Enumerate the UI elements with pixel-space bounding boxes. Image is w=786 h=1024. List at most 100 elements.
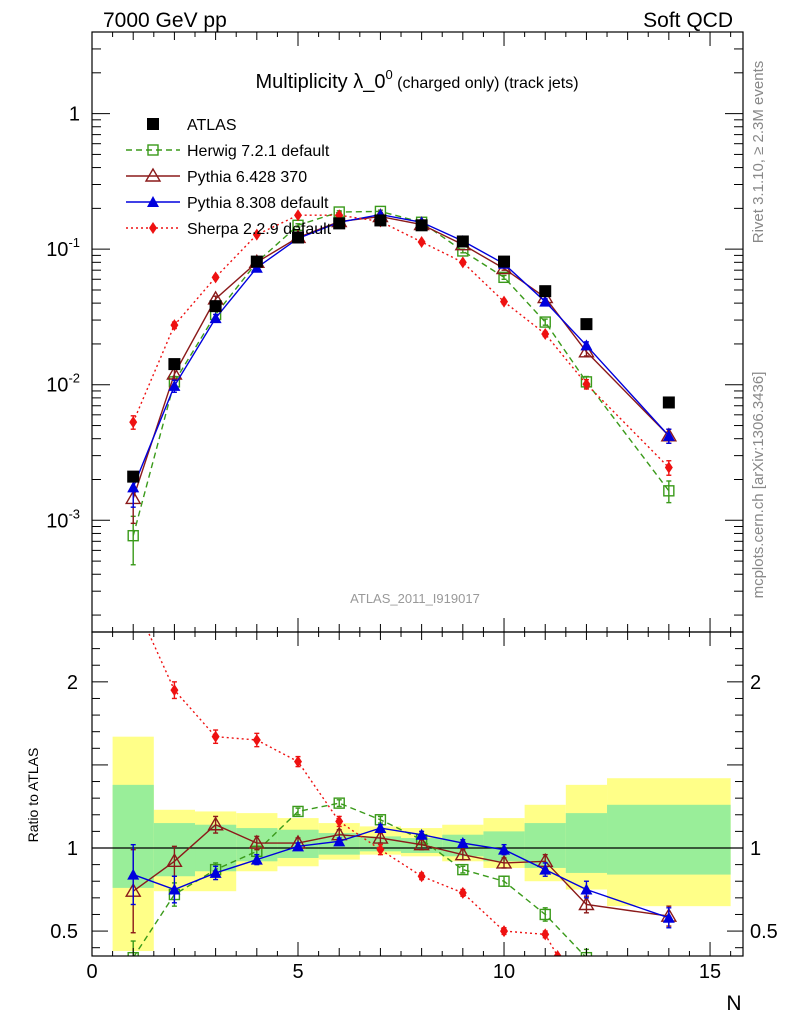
y-tick-label: 10-1 [46, 235, 80, 261]
main-point-pythia-8-308-default [127, 481, 140, 493]
x-tick-label: 10 [493, 961, 515, 983]
legend-marker [147, 118, 159, 130]
main-point-atlas [333, 217, 346, 230]
main-series-atlas [127, 214, 675, 483]
ratio-point-pythia-8-308-default [292, 840, 305, 852]
ratio-series-pythia-8-308-default [127, 822, 675, 929]
main-point-herwig-7-2-1-default [539, 316, 551, 328]
main-point-herwig-7-2-1-default [127, 529, 139, 542]
main-point-sherpa-2-2-9-default [500, 295, 509, 308]
ratio-point-herwig-7-2-1-default [664, 974, 674, 984]
ratio-point-pythia-8-308-default [498, 843, 511, 855]
ratio-point-pythia-6-428-370 [578, 896, 595, 911]
main-point-pythia-8-308-default [539, 295, 552, 307]
main-point-sherpa-2-2-9-default [664, 461, 673, 474]
main-point-atlas [580, 318, 593, 331]
main-point-atlas [209, 300, 222, 313]
ratio-point-pythia-6-428-370 [413, 836, 430, 851]
ratio-point-sherpa-2-2-9-default [500, 925, 509, 938]
x-tick-label: 15 [699, 961, 721, 983]
main-series-pythia-6-428-370 [124, 208, 678, 525]
main-point-sherpa-2-2-9-default [129, 416, 138, 429]
main-point-atlas [415, 219, 428, 232]
axes: 0 5 10 15 10-3 10-2 10-1 1 0.5 0.5 1 1 2 2 [46, 31, 778, 983]
ratio-point-herwig-7-2-1-default [457, 863, 469, 876]
main-line-pythia-8-308-default [132, 213, 670, 488]
ratio-plot-series [124, 593, 678, 984]
chart-title-main: Multiplicity λ_0 [255, 71, 385, 93]
ratio-plot-frame [91, 631, 744, 957]
main-plot-series [124, 205, 678, 566]
ratio-point-sherpa-2-2-9-default [541, 928, 550, 941]
ratio-point-pythia-6-428-370 [495, 854, 513, 869]
ratio-point-pythia-6-428-370 [454, 846, 472, 861]
rivet-version-label: Rivet 3.1.10, ≥ 2.3M events [750, 61, 767, 244]
ratio-point-sherpa-2-2-9-default [170, 684, 179, 697]
main-series-herwig-7-2-1-default [127, 205, 675, 566]
ratio-point-pythia-8-308-default [415, 828, 428, 840]
legend-label: Sherpa 2.2.9 default [187, 221, 332, 238]
main-point-sherpa-2-2-9-default [582, 378, 591, 391]
ratio-y-tick-label-right: 0.5 [750, 921, 778, 943]
legend-label: ATLAS [187, 117, 237, 134]
legend-item-herwig-7-2-1-default: Herwig 7.2.1 default [126, 143, 330, 160]
main-point-atlas [250, 255, 263, 268]
ratio-point-sherpa-2-2-9-default [458, 886, 467, 899]
x-tick-label: 5 [292, 961, 303, 983]
y-tick-label: 1 [69, 104, 80, 126]
stat-uncertainty-band [565, 813, 608, 873]
ratio-point-sherpa-2-2-9-default [294, 755, 303, 768]
main-point-atlas [127, 470, 140, 483]
y-tick-label: 10-2 [46, 371, 80, 397]
ratio-axis-label: Ratio to ATLAS [25, 748, 41, 843]
header-energy-label: 7000 GeV pp [103, 9, 227, 32]
legend-label: Pythia 6.428 370 [187, 169, 307, 186]
ratio-point-pythia-8-308-default [127, 868, 140, 880]
ratio-y-tick-label-left: 0.5 [50, 921, 78, 943]
main-point-atlas [168, 358, 181, 371]
legend-item-atlas: ATLAS [147, 117, 237, 134]
ratio-point-sherpa-2-2-9-default [553, 950, 562, 956]
ratio-point-pythia-8-308-default [168, 883, 181, 895]
main-point-sherpa-2-2-9-default [458, 256, 467, 269]
mcplots-label: mcplots.cern.ch [arXiv:1306.3436] [750, 372, 767, 599]
legend-item-pythia-8-308-default: Pythia 8.308 default [126, 195, 329, 212]
header-category-label: Soft QCD [643, 9, 733, 32]
ratio-point-sherpa-2-2-9-default [129, 593, 137, 605]
ratio-point-pythia-8-308-default [662, 911, 675, 923]
ratio-y-tick-label-left: 2 [67, 672, 78, 694]
main-point-herwig-7-2-1-default [663, 485, 675, 497]
main-line-pythia-6-428-370 [132, 215, 670, 499]
main-point-atlas [498, 255, 511, 268]
ratio-point-sherpa-2-2-9-default [376, 843, 385, 856]
chart-title: Multiplicity λ_00 (charged only) (track … [255, 67, 578, 93]
ratio-point-herwig-7-2-1-default [498, 875, 510, 887]
legend-item-pythia-6-428-370: Pythia 6.428 370 [126, 167, 307, 186]
main-point-pythia-8-308-default [662, 429, 675, 441]
x-tick-label: 0 [86, 961, 97, 983]
ratio-point-pythia-8-308-default [374, 822, 387, 834]
legend-marker [147, 196, 159, 207]
ratio-y-tick-label-right: 2 [750, 672, 761, 694]
ratio-point-herwig-7-2-1-default [292, 805, 304, 818]
ratio-series-sherpa-2-2-9-default [129, 593, 562, 956]
ratio-point-herwig-7-2-1-default [333, 797, 345, 809]
ratio-point-pythia-8-308-default [333, 835, 346, 847]
legend-label: Pythia 8.308 default [187, 195, 329, 212]
main-point-atlas [662, 396, 675, 409]
ratio-point-pythia-8-308-default [250, 853, 263, 865]
ratio-point-herwig-7-2-1-default [539, 908, 551, 921]
chart-title-sub: (charged only) (track jets) [393, 75, 579, 92]
stat-uncertainty-band [607, 804, 731, 875]
main-point-pythia-8-308-default [168, 379, 181, 391]
legend-label: Herwig 7.2.1 default [187, 143, 330, 160]
main-point-pythia-6-428-370 [578, 343, 595, 358]
main-point-atlas [539, 285, 552, 298]
legend: ATLAS Herwig 7.2.1 default Pythia 6.428 37… [126, 117, 332, 238]
analysis-label: ATLAS_2011_I919017 [350, 591, 480, 606]
ratio-point-pythia-8-308-default [456, 837, 469, 849]
main-point-pythia-8-308-default [580, 339, 593, 351]
ratio-uncertainty-bands [92, 736, 743, 952]
main-point-sherpa-2-2-9-default [417, 235, 426, 248]
